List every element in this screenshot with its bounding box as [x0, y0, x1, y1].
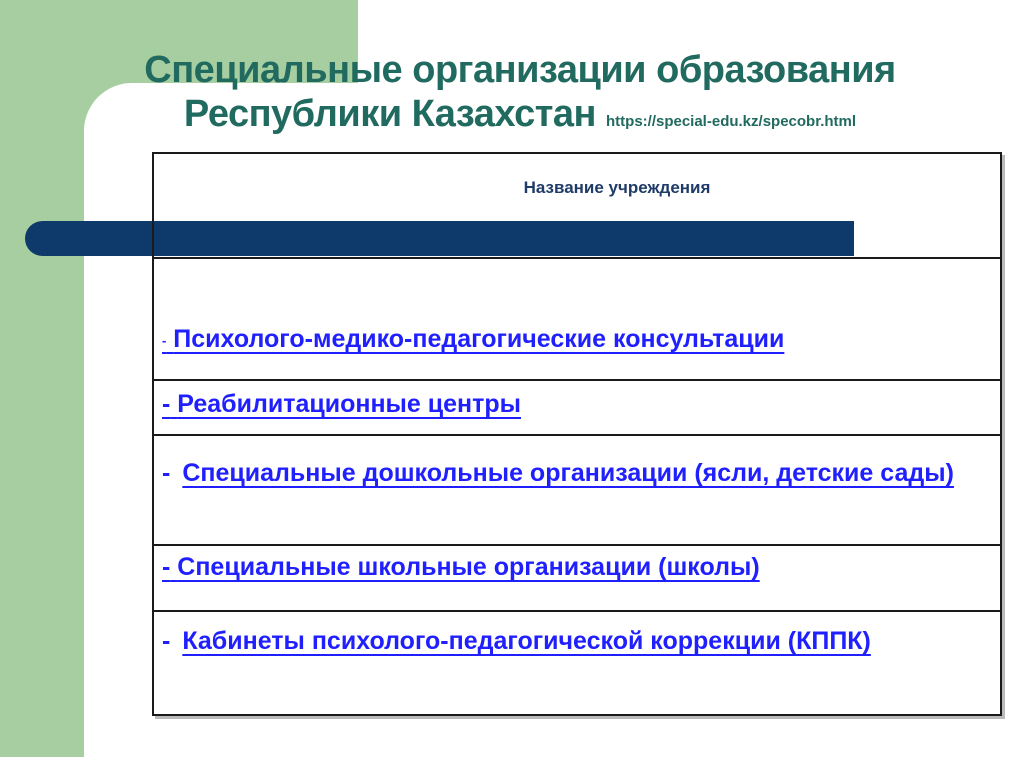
navy-accent-bar: [25, 221, 854, 256]
link-preschool-orgs[interactable]: Специальные дошкольные организации (ясли…: [182, 459, 954, 487]
table-header-row: Название учреждения: [154, 154, 1000, 257]
slide-title: Специальные организации образования Респ…: [80, 48, 960, 144]
table-row: - Реабилитационные центры: [154, 379, 1000, 434]
table-row: - Специальные школьные организации (школ…: [154, 544, 1000, 610]
table-row: - Кабинеты психолого-педагогической корре…: [154, 610, 1000, 714]
table-header-label: Название учреждения: [523, 178, 711, 197]
link-rehab-centers[interactable]: - Реабилитационные центры: [162, 390, 521, 418]
slide-title-line1: Специальные организации образования: [144, 49, 896, 91]
dash-marker: -: [162, 459, 171, 487]
slide-title-line2: Республики Казахстан https://special-edu…: [183, 93, 857, 135]
link-school-orgs[interactable]: - Специальные школьные организации (школ…: [162, 553, 760, 581]
dash-marker: -: [162, 553, 171, 581]
table-row: - Специальные дошкольные организации (ясл…: [154, 434, 1000, 544]
content-panel: [84, 83, 1024, 767]
dash-marker: -: [162, 333, 167, 348]
link-kppk-rooms[interactable]: Кабинеты психолого-педагогической коррек…: [182, 627, 871, 655]
link-pmpk[interactable]: - Психолого-медико-педагогические консул…: [162, 325, 785, 353]
dash-marker: -: [162, 390, 171, 418]
slide-title-url: https://special-edu.kz/specobr.html: [606, 113, 857, 130]
organizations-table: Название учреждения - Психолого-медико-п…: [152, 152, 1002, 716]
table-row: - Психолого-медико-педагогические консул…: [154, 257, 1000, 379]
dash-marker: -: [162, 627, 171, 655]
